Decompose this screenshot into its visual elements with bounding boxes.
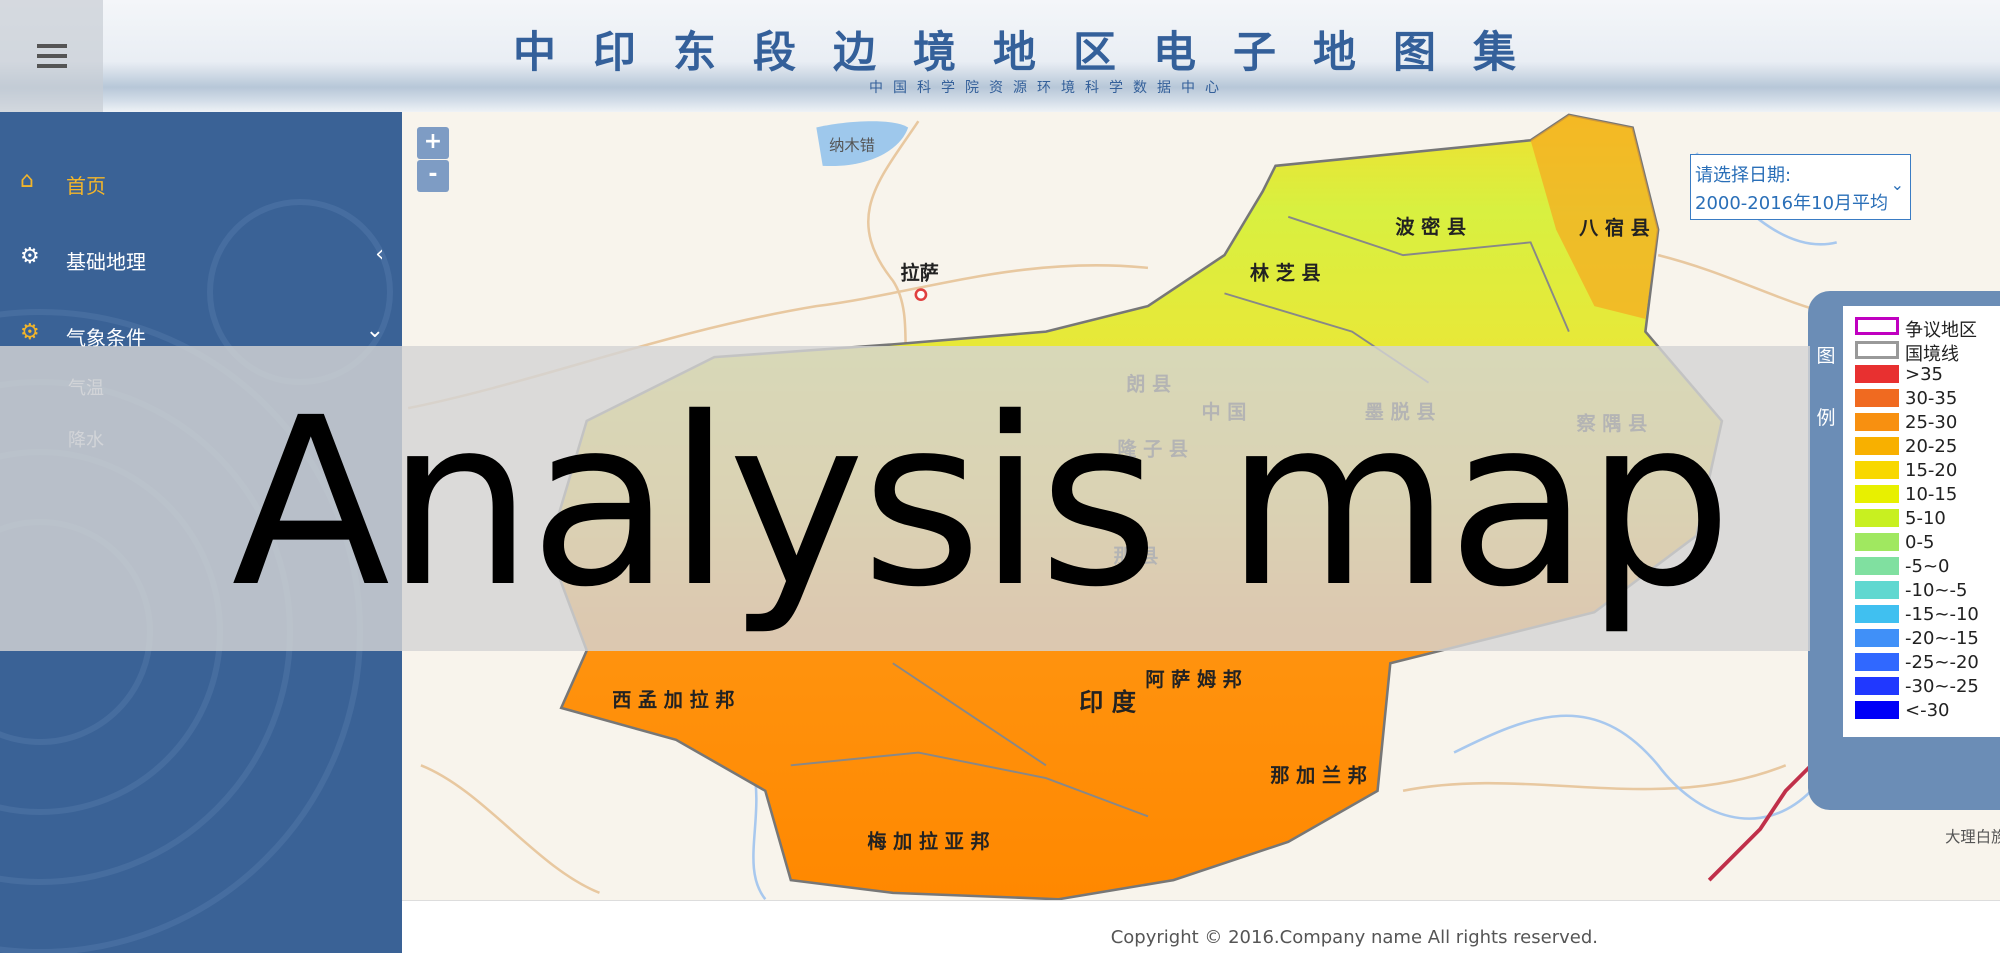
legend-swatch <box>1855 653 1899 671</box>
legend-swatch <box>1855 629 1899 647</box>
legend-swatch <box>1855 581 1899 599</box>
date-label: 请选择日期: <box>1695 165 1792 186</box>
legend: 争议地区国境线 >35 30-35 25-30 20-25 15-20 10-15 5-10 0… <box>1843 306 2000 737</box>
date-select[interactable]: 请选择日期: 2000-2016年10月平均 ⌄ <box>1690 154 1911 220</box>
map-label: 西 孟 加 拉 邦 <box>612 689 734 712</box>
legend-label: -5~0 <box>1905 556 1950 577</box>
legend-label: -20~-15 <box>1905 628 1979 649</box>
map-label: 阿 萨 姆 邦 <box>1145 668 1241 691</box>
legend-swatch <box>1855 413 1899 431</box>
zoom-out[interactable]: - <box>417 160 449 192</box>
site-subtitle: 中国科学院资源环境科学数据中心 <box>869 80 1229 96</box>
header: 中印东段边境地区电子地图集 中国科学院资源环境科学数据中心 <box>0 0 2000 112</box>
legend-swatch <box>1855 701 1899 719</box>
city-marker <box>914 288 928 302</box>
lake <box>816 121 909 167</box>
map-label: 八 宿 县 <box>1579 217 1650 240</box>
legend-label: 10-15 <box>1905 484 1958 505</box>
map-label: 拉萨 <box>901 261 939 284</box>
legend-swatch <box>1855 485 1899 503</box>
legend-label: -15~-10 <box>1905 604 1979 625</box>
legend-label: -10~-5 <box>1905 580 1968 601</box>
menu-label: 基础地理 <box>66 250 146 274</box>
legend-title: 图 <box>1816 345 1836 367</box>
site-title: 中印东段边境地区电子地图集 <box>513 28 1553 78</box>
map-label: 印 度 <box>1079 688 1137 716</box>
legend-label: -30~-25 <box>1905 676 1979 697</box>
legend-label: 争议地区 <box>1905 320 1977 341</box>
border-line <box>1707 763 1813 882</box>
map-label: 纳木错 <box>829 137 875 155</box>
legend-label: 15-20 <box>1905 460 1958 481</box>
legend-label: 0-5 <box>1905 532 1935 553</box>
map-label: 林 芝 县 <box>1250 261 1321 284</box>
legend-swatch <box>1855 509 1899 527</box>
legend-label: 20-25 <box>1905 436 1958 457</box>
zoom-in[interactable]: + <box>417 127 449 159</box>
map-label: 波 密 县 <box>1395 215 1466 238</box>
map-label: 梅 加 拉 亚 邦 <box>867 830 989 853</box>
legend-swatch <box>1855 533 1899 551</box>
legend-label: 5-10 <box>1905 508 1946 529</box>
legend-swatch <box>1855 605 1899 623</box>
footer: Copyright © 2016.Company name All rights… <box>402 900 2000 954</box>
legend-label: <-30 <box>1905 700 1950 721</box>
menu-toggle[interactable] <box>0 0 103 112</box>
legend-label: >35 <box>1905 364 1943 385</box>
overlay-banner: Analysis map <box>0 346 1810 651</box>
legend-label: 国境线 <box>1905 344 1959 365</box>
legend-label: 25-30 <box>1905 412 1958 433</box>
legend-swatch <box>1855 389 1899 407</box>
legend-swatch <box>1855 557 1899 575</box>
legend-title: 例 <box>1816 407 1836 429</box>
date-value: 2000-2016年10月平均 <box>1695 193 1889 214</box>
legend-swatch <box>1855 365 1899 383</box>
overlay-text: Analysis map <box>231 368 1732 638</box>
copyright: Copyright © 2016.Company name All rights… <box>1110 927 1598 948</box>
menu-label: 首页 <box>66 174 106 198</box>
legend-swatch <box>1855 437 1899 455</box>
legend-swatch <box>1855 341 1899 359</box>
legend-swatch <box>1855 461 1899 479</box>
legend-label: -25~-20 <box>1905 652 1979 673</box>
legend-swatch <box>1855 677 1899 695</box>
legend-label: 30-35 <box>1905 388 1958 409</box>
legend-swatch <box>1855 317 1899 335</box>
map-label: 大理白族 <box>1945 828 2000 846</box>
warm-zone <box>1530 114 1659 319</box>
map-label: 那 加 兰 邦 <box>1270 764 1366 787</box>
